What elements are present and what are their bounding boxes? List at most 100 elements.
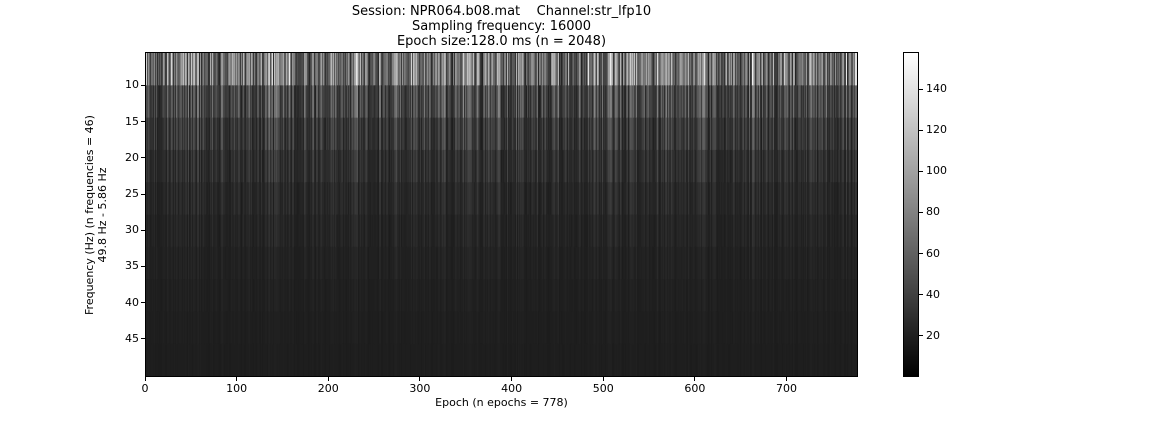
heatmap-cell: [598, 117, 600, 151]
heatmap-cell: [519, 85, 521, 119]
heatmap-cell: [184, 149, 186, 183]
heatmap-cell: [325, 53, 327, 86]
heatmap-cell: [484, 149, 486, 183]
heatmap-cell: [280, 246, 282, 280]
heatmap-cell: [593, 53, 595, 86]
heatmap-cell: [540, 149, 542, 183]
heatmap-cell: [487, 53, 489, 86]
heatmap-cell: [298, 279, 300, 312]
heatmap-cell: [404, 182, 406, 215]
heatmap-cell: [356, 343, 358, 376]
heatmap-cell: [317, 182, 319, 215]
heatmap-cell: [595, 343, 597, 376]
heatmap-cell: [527, 182, 529, 215]
heatmap-cell: [404, 279, 406, 312]
heatmap-cell: [336, 214, 338, 248]
heatmap-cell: [557, 246, 559, 280]
heatmap-cell: [470, 343, 472, 376]
heatmap-cell: [458, 182, 460, 215]
heatmap-cell: [237, 311, 239, 345]
heatmap-cell: [473, 85, 475, 119]
heatmap-cell: [443, 214, 445, 248]
heatmap-cell: [209, 311, 212, 345]
heatmap-cell: [385, 182, 387, 215]
heatmap-cell: [308, 279, 310, 312]
heatmap-cell: [376, 85, 378, 119]
heatmap-cell: [358, 246, 361, 280]
heatmap-cell: [389, 279, 391, 312]
heatmap-cell: [414, 182, 416, 215]
heatmap-cell: [196, 85, 198, 119]
heatmap-cell: [591, 53, 594, 86]
heatmap-cell: [189, 246, 192, 280]
heatmap-cell: [270, 246, 272, 280]
heatmap-cell: [351, 343, 353, 376]
heatmap-cell: [263, 279, 266, 312]
heatmap-cell: [283, 53, 285, 86]
heatmap-cell: [156, 279, 159, 312]
heatmap-cell: [298, 85, 300, 119]
heatmap-cell: [551, 343, 553, 376]
heatmap-cell: [394, 117, 396, 151]
heatmap-cell: [178, 343, 181, 376]
heatmap-cell: [164, 343, 166, 376]
heatmap-cell: [346, 182, 348, 215]
heatmap-cell: [408, 214, 410, 248]
heatmap-cell: [176, 311, 178, 345]
heatmap-cell: [492, 279, 494, 312]
heatmap-cell: [230, 117, 232, 151]
heatmap-cell: [296, 149, 298, 183]
heatmap-cell: [368, 85, 370, 119]
heatmap-cell: [273, 149, 276, 183]
heatmap-cell: [252, 343, 255, 376]
heatmap-cell: [382, 53, 384, 86]
heatmap-cell: [195, 246, 197, 280]
heatmap-cell: [369, 214, 372, 248]
heatmap-cell: [188, 246, 191, 280]
heatmap-cell: [201, 246, 203, 280]
heatmap-cell: [394, 246, 396, 280]
heatmap-cell: [328, 117, 330, 151]
heatmap-cell: [497, 117, 499, 151]
heatmap-cell: [188, 311, 190, 345]
heatmap-cell: [408, 117, 410, 151]
heatmap-cell: [316, 182, 319, 215]
heatmap-cell: [204, 279, 206, 312]
heatmap-cell: [538, 53, 541, 86]
heatmap-cell: [314, 53, 316, 86]
heatmap-cell: [394, 343, 396, 376]
heatmap-cell: [496, 246, 499, 280]
heatmap-cell: [232, 246, 234, 280]
heatmap-cell: [400, 343, 403, 376]
heatmap-cell: [156, 311, 158, 345]
heatmap-cell: [434, 214, 436, 248]
heatmap-cell: [391, 246, 393, 280]
heatmap-cell: [583, 53, 585, 86]
heatmap-cell: [165, 311, 167, 345]
heatmap-cell: [496, 53, 499, 86]
heatmap-cell: [421, 182, 423, 215]
heatmap-cell: [218, 53, 220, 86]
heatmap-cell: [479, 53, 481, 86]
heatmap-cell: [278, 246, 280, 280]
heatmap-cell: [567, 246, 569, 280]
heatmap-cell: [600, 246, 602, 280]
heatmap-cell: [431, 311, 433, 345]
heatmap-cell: [370, 214, 372, 248]
heatmap-cell: [430, 117, 432, 151]
heatmap-cell: [406, 214, 408, 248]
heatmap-cell: [593, 311, 595, 345]
heatmap-cell: [377, 85, 379, 119]
heatmap-cell: [315, 117, 317, 151]
heatmap-cell: [287, 279, 289, 312]
heatmap-cell: [581, 279, 583, 312]
heatmap-cell: [191, 246, 193, 280]
heatmap-cell: [152, 182, 154, 215]
heatmap-cell: [198, 246, 200, 280]
heatmap-cell: [254, 311, 256, 345]
heatmap-cell: [559, 182, 561, 215]
heatmap-cell: [599, 149, 601, 183]
heatmap-cell: [278, 53, 280, 86]
heatmap-cell: [566, 311, 568, 345]
heatmap-cell: [468, 246, 470, 280]
